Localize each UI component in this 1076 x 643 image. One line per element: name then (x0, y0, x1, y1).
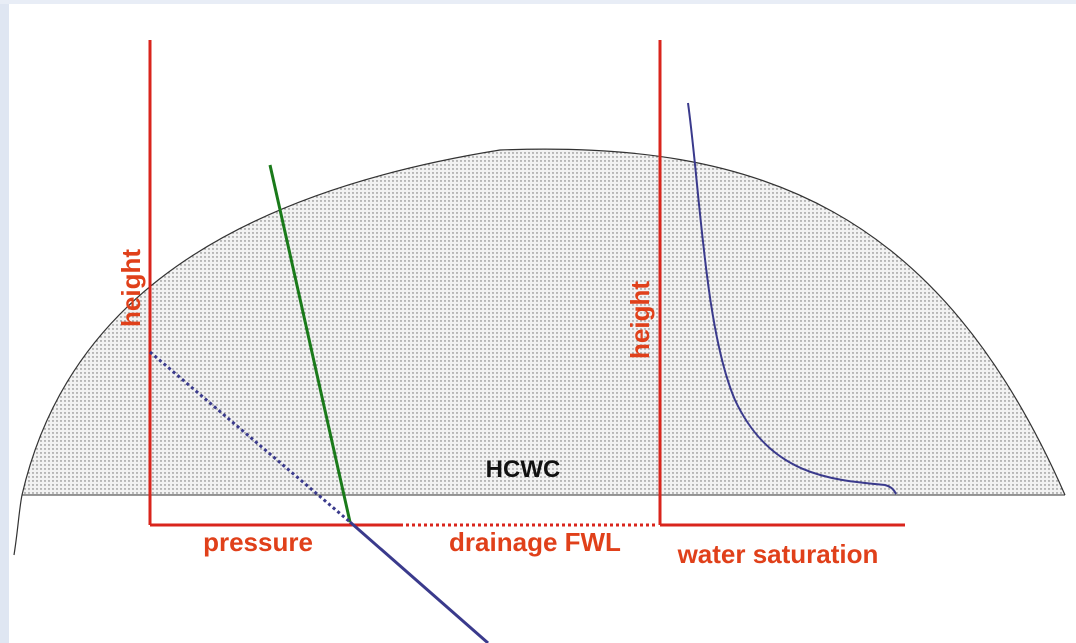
left-axis-label: height (116, 249, 146, 327)
top-border (0, 0, 1076, 4)
pressure-label: pressure (203, 527, 313, 557)
fwl-label: drainage FWL (449, 527, 621, 557)
left-border (0, 0, 9, 643)
water-gradient (349, 520, 489, 643)
hydrocarbon-gradient (268, 164, 352, 523)
contact-label: HCWC (486, 456, 561, 483)
reservoir-outline (13, 148, 1066, 556)
saturation-curve (687, 102, 897, 495)
reservoir-fill (22, 149, 1065, 496)
water-gradient-extension (149, 350, 351, 524)
right-axis-label: height (625, 281, 655, 359)
axes (148, 40, 905, 527)
saturation-label: water saturation (677, 539, 879, 569)
